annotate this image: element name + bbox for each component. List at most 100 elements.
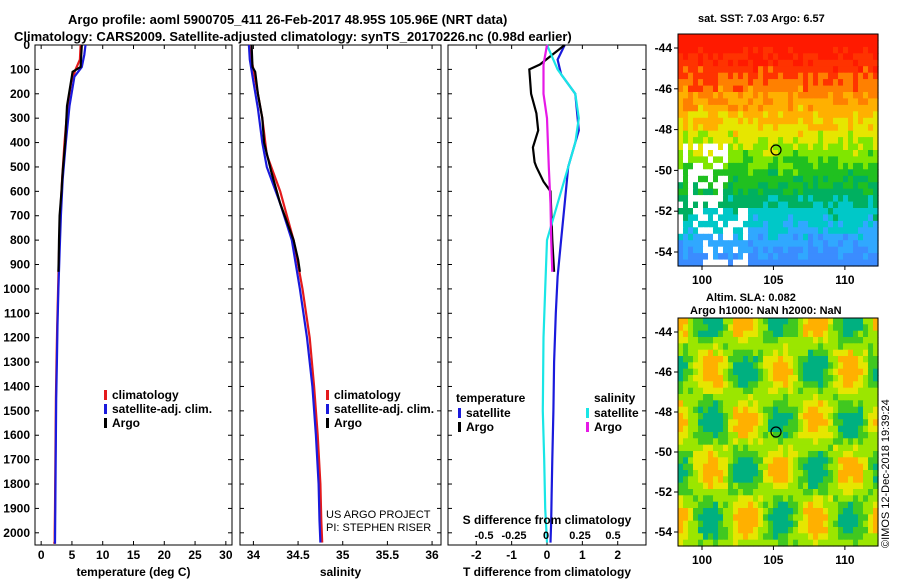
legend-swatch	[104, 390, 107, 400]
x-tick-label: 34.5	[286, 548, 310, 562]
figure-title-line2: Climatology: CARS2009. Satellite-adjuste…	[14, 29, 572, 44]
x-tick-label: -1	[506, 548, 517, 562]
depth-tick-label: 1800	[3, 477, 30, 491]
panel-frame-temperature	[34, 44, 233, 546]
series-line-satellite-adj-clim-	[53, 44, 87, 544]
legend-swatch	[326, 418, 329, 428]
series-line-t-satellite	[549, 44, 580, 543]
x-tick-label: -2	[471, 548, 482, 562]
x-tick-label: 34	[247, 548, 261, 562]
depth-tick-label: 1400	[3, 379, 30, 393]
lat-tick-label: -50	[655, 445, 673, 459]
lat-tick-label: -54	[655, 245, 673, 259]
lat-tick-label: -46	[655, 365, 673, 379]
map1-title: sat. SST: 7.03 Argo: 6.57	[698, 13, 825, 25]
lat-tick-label: -44	[655, 325, 673, 339]
x-axis-label-top: S difference from climatology	[463, 513, 632, 527]
x-tick-label: 5	[69, 548, 76, 562]
lat-tick-label: -46	[655, 82, 673, 96]
lat-tick-label: -48	[655, 123, 673, 137]
x-tick-label: 0	[38, 548, 45, 562]
lon-tick-label: 100	[692, 273, 712, 287]
legend-label: climatology	[112, 388, 179, 402]
legend-label: climatology	[334, 388, 401, 402]
x-tick-label-top: -0.25	[501, 530, 526, 542]
lat-tick-label: -48	[655, 405, 673, 419]
map2-title-line2: Argo h1000: NaN h2000: NaN	[690, 305, 842, 317]
profile-location-marker	[770, 426, 782, 438]
depth-tick-label: 1300	[3, 355, 30, 369]
legend-label: Argo	[594, 420, 622, 434]
series-line-s-satellite	[541, 44, 580, 543]
map2-title-line1: Altim. SLA: 0.082	[706, 292, 796, 304]
series-line-satellite-adj-clim-	[247, 44, 322, 543]
x-tick-label: 36	[425, 548, 439, 562]
lon-tick-label: 110	[835, 273, 855, 287]
depth-tick-label: 500	[10, 160, 30, 174]
x-axis-label: salinity	[320, 565, 362, 579]
x-tick-label-top: -0.5	[475, 530, 494, 542]
x-tick-label: 10	[96, 548, 110, 562]
map-frame	[677, 33, 879, 267]
lon-tick-label: 100	[692, 553, 712, 567]
series-line-s-argo	[542, 44, 554, 272]
legend-label: Argo	[466, 420, 494, 434]
panel-frame-salinity	[239, 44, 442, 546]
x-tick-label: 2	[614, 548, 621, 562]
legend-label: Argo	[112, 416, 140, 430]
profile-location-marker	[770, 144, 782, 156]
depth-tick-label: 1000	[3, 282, 30, 296]
depth-tick-label: 300	[10, 111, 30, 125]
depth-tick-label: 900	[10, 258, 30, 272]
annotation-pi: PI: STEPHEN RISER	[326, 522, 431, 534]
depth-tick-label: 100	[10, 62, 30, 76]
depth-tick-label: 2000	[3, 526, 30, 540]
x-tick-label-top: 0	[543, 530, 549, 542]
legend-title-salinity: salinity	[594, 391, 636, 405]
x-tick-label: 25	[188, 548, 202, 562]
depth-tick-label: 1700	[3, 453, 30, 467]
lat-tick-label: -52	[655, 485, 673, 499]
lon-tick-label: 105	[763, 553, 783, 567]
x-tick-label-top: 0.25	[569, 530, 590, 542]
x-tick-label: 0	[544, 548, 551, 562]
legend-label: satellite	[466, 406, 511, 420]
x-tick-label-top: 0.5	[605, 530, 620, 542]
legend-swatch	[586, 408, 589, 418]
lat-tick-label: -44	[655, 41, 673, 55]
x-axis-label: temperature (deg C)	[76, 565, 190, 579]
x-tick-label: 15	[127, 548, 141, 562]
legend-swatch	[104, 404, 107, 414]
x-axis-label: T difference from climatology	[463, 565, 631, 579]
legend-swatch	[458, 422, 461, 432]
depth-tick-label: 800	[10, 233, 30, 247]
legend-swatch	[326, 390, 329, 400]
legend-title-temperature: temperature	[456, 391, 526, 405]
depth-tick-label: 200	[10, 87, 30, 101]
depth-tick-label: 700	[10, 209, 30, 223]
legend-label: satellite	[594, 406, 639, 420]
x-tick-label: 30	[219, 548, 233, 562]
map-panel-2	[678, 318, 879, 547]
series-line-argo	[57, 44, 83, 272]
figure-title-line1: Argo profile: aoml 5900705_411 26-Feb-20…	[68, 12, 508, 27]
lat-tick-label: -50	[655, 163, 673, 177]
lat-tick-label: -54	[655, 525, 673, 539]
depth-tick-label: 1100	[4, 306, 30, 320]
map-frame	[677, 317, 879, 547]
depth-tick-label: 400	[10, 136, 30, 150]
legend-label: satellite-adj. clim.	[334, 402, 434, 416]
depth-tick-label: 1600	[3, 428, 30, 442]
depth-tick-label: 0	[23, 38, 30, 52]
legend-swatch	[458, 408, 461, 418]
credit-text: ©IMOS 12-Dec-2018 19:39:24	[880, 399, 892, 548]
annotation-project: US ARGO PROJECT	[326, 509, 431, 521]
x-tick-label: 20	[158, 548, 172, 562]
x-tick-label: 35	[336, 548, 350, 562]
x-tick-label: 1	[579, 548, 586, 562]
depth-tick-label: 1500	[3, 404, 30, 418]
legend-label: satellite-adj. clim.	[112, 402, 212, 416]
lat-tick-label: -52	[655, 204, 673, 218]
legend-swatch	[104, 418, 107, 428]
